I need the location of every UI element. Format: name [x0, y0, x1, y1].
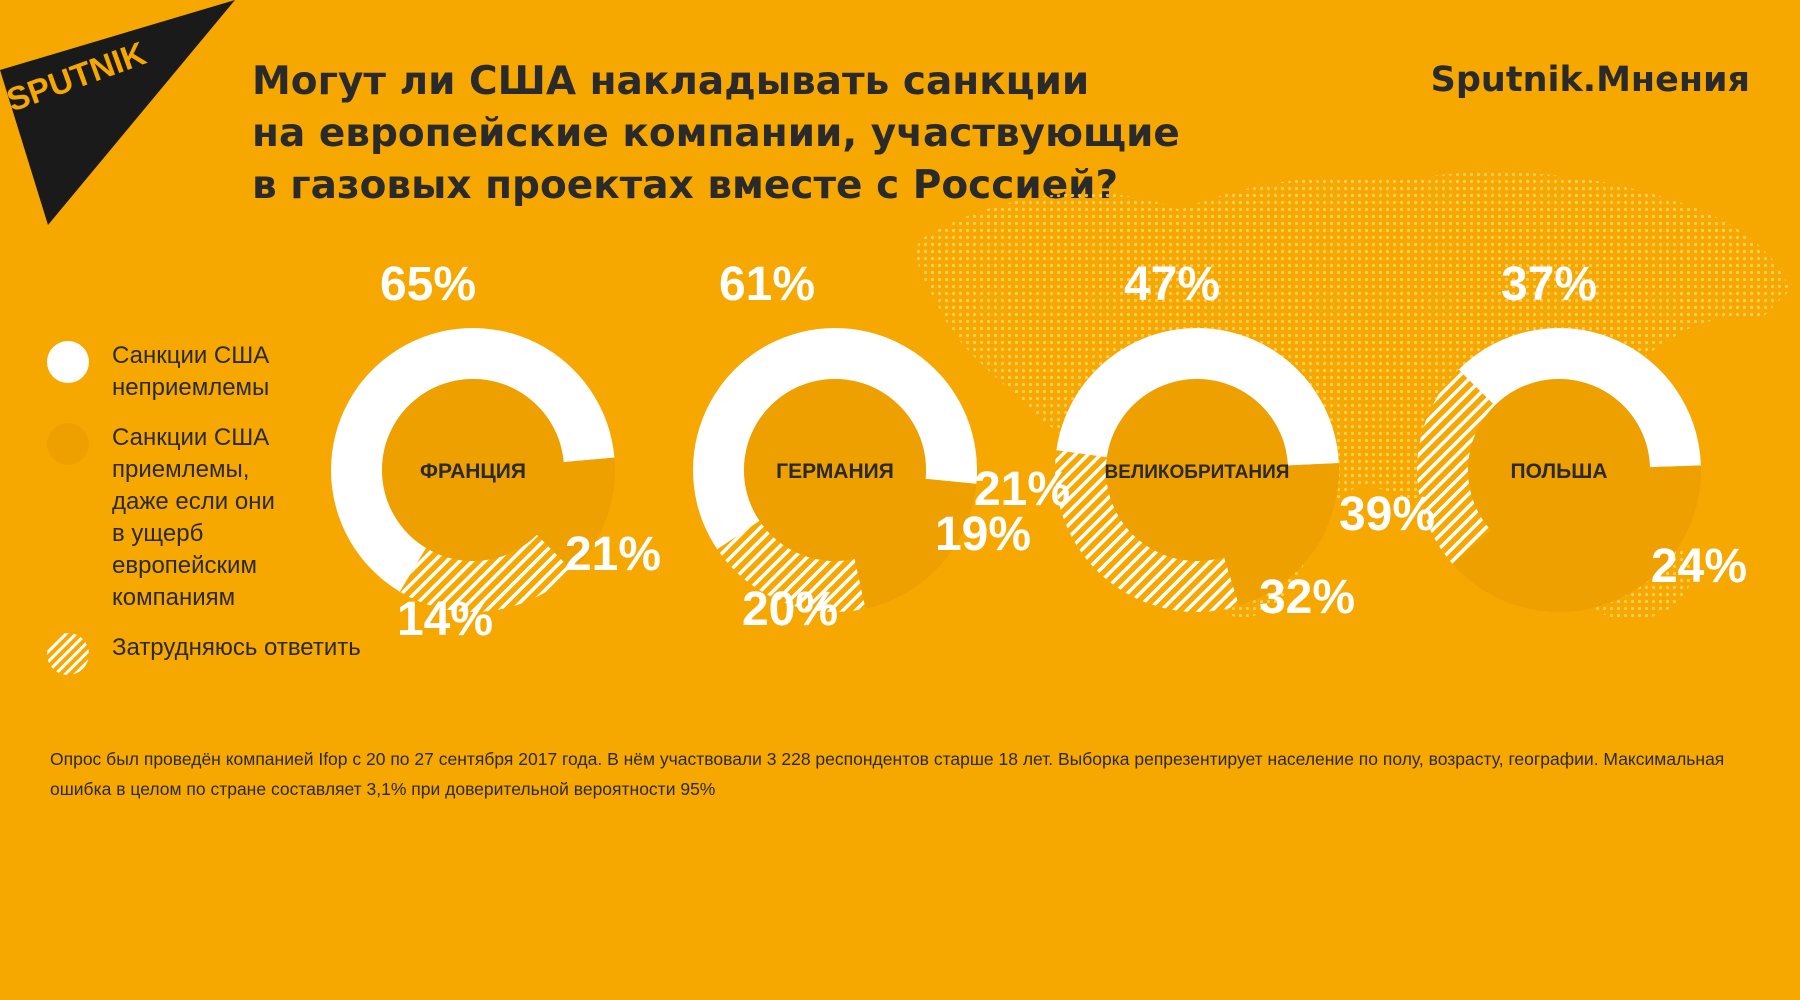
- footnote: Опрос был проведён компанией Ifop с 20 п…: [50, 749, 1725, 799]
- slice-germany-acceptable: [854, 478, 977, 609]
- slice-france-unacceptable: [331, 328, 615, 592]
- donut-germany: ГЕРМАНИЯ 61% 20% 19%: [692, 258, 1031, 636]
- slice-france-acceptable: [536, 457, 616, 572]
- slice-great-britain-acceptable: [1223, 463, 1339, 606]
- value-label-germany-undecided: 19%: [935, 508, 1031, 561]
- value-label-france-unacceptable: 65%: [380, 258, 476, 311]
- sputnik-logo: SPUTNIK: [0, 0, 240, 230]
- slice-poland-unacceptable: [1458, 328, 1701, 468]
- donut-great-britain: ВЕЛИКОБРИТАНИЯ 47% 21% 32%: [974, 258, 1355, 624]
- legend-item-unacceptable: Санкции США неприемлемы: [46, 340, 366, 404]
- slice-great-britain-unacceptable: [1056, 328, 1339, 466]
- legend-item-undecided: Затрудняюсь ответить: [46, 632, 366, 676]
- value-label-poland-undecided: 24%: [1651, 540, 1747, 593]
- donut-center: [1468, 379, 1650, 561]
- legend-label: Затрудняюсь ответить: [112, 634, 361, 661]
- legend: Санкции США неприемлемы Санкции США прие…: [46, 340, 366, 694]
- legend-item-acceptable: Санкции США приемлемы, даже если они в у…: [46, 422, 366, 614]
- slice-france-undecided: [399, 534, 573, 613]
- value-label-france-acceptable: 14%: [397, 593, 493, 646]
- value-label-poland-unacceptable: 37%: [1501, 258, 1597, 311]
- donut-center: [744, 379, 926, 561]
- value-label-poland-acceptable: 39%: [1339, 488, 1435, 541]
- legend-label: Санкции США неприемлемы: [112, 342, 270, 401]
- legend-swatch-orange: [46, 422, 90, 466]
- value-label-great-britain-unacceptable: 47%: [1124, 258, 1220, 311]
- slice-poland-undecided: [1417, 369, 1495, 564]
- chart-title: Могут ли США накладывать санкции на евро…: [252, 59, 1180, 208]
- legend-swatch-hatched: [46, 632, 90, 676]
- slice-great-britain-undecided: [1054, 450, 1239, 613]
- donut-poland: ПОЛЬША 37% 39% 24%: [1339, 258, 1747, 612]
- donut-center: [382, 379, 564, 561]
- slice-poland-acceptable: [1452, 465, 1701, 612]
- donut-center: [1106, 379, 1288, 561]
- category-label-germany: ГЕРМАНИЯ: [776, 460, 894, 483]
- value-label-germany-acceptable: 20%: [742, 583, 838, 636]
- donut-france: ФРАНЦИЯ 65% 14% 21%: [331, 258, 661, 646]
- brand-label: Sputnik.Мнения: [1430, 60, 1750, 100]
- category-label-france: ФРАНЦИЯ: [420, 460, 526, 483]
- value-label-great-britain-undecided: 32%: [1259, 571, 1355, 624]
- value-label-great-britain-acceptable: 21%: [974, 463, 1070, 516]
- legend-label: Санкции США приемлемы, даже если они в у…: [112, 424, 275, 611]
- category-label-great-britain: ВЕЛИКОБРИТАНИЯ: [1105, 462, 1290, 483]
- value-label-germany-unacceptable: 61%: [719, 258, 815, 311]
- category-label-poland: ПОЛЬША: [1510, 460, 1607, 483]
- value-label-france-undecided: 21%: [565, 528, 661, 581]
- slice-germany-unacceptable: [692, 327, 977, 550]
- slice-germany-undecided: [717, 520, 866, 612]
- legend-swatch-white: [46, 340, 90, 384]
